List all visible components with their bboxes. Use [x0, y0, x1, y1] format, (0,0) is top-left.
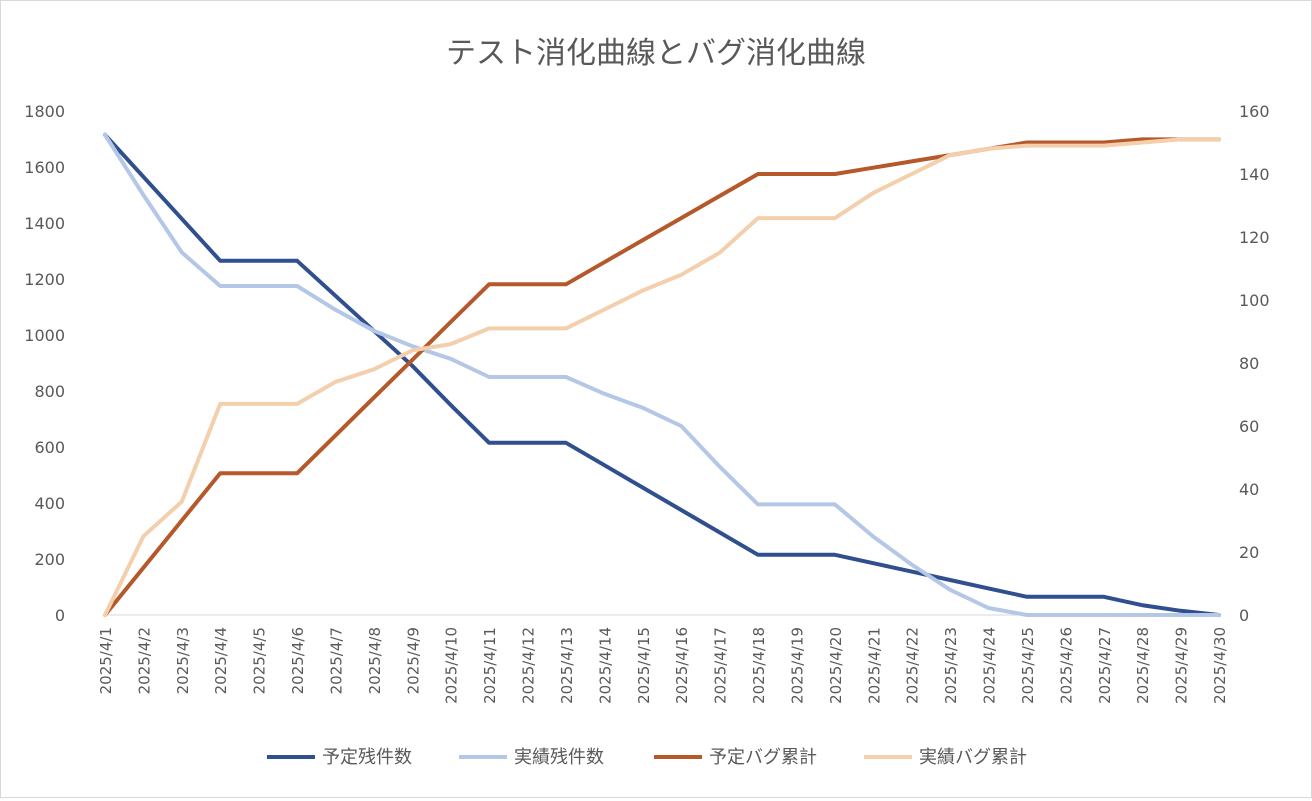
y-left-tick-label: 400 [34, 494, 65, 513]
y-right-tick-label: 140 [1239, 165, 1270, 184]
legend-item: 予定バグ累計 [654, 747, 817, 768]
y-right-tick-label: 20 [1239, 543, 1259, 562]
x-tick-label: 2025/4/26 [1057, 627, 1075, 704]
y-left-tick-label: 1200 [24, 270, 65, 289]
x-tick-label: 2025/4/28 [1134, 627, 1152, 704]
legend-label: 予定残件数 [322, 747, 412, 768]
x-tick-label: 2025/4/19 [788, 627, 806, 704]
chart-title: テスト消化曲線とバグ消化曲線 [446, 36, 866, 71]
y-right-tick-label: 160 [1239, 102, 1270, 121]
x-tick-label: 2025/4/16 [673, 627, 691, 704]
y-left-tick-label: 1600 [24, 158, 65, 177]
legend-label: 予定バグ累計 [709, 747, 817, 768]
x-tick-label: 2025/4/7 [327, 627, 345, 694]
y-axis-right: 0 20 40 60 80 100 120 140 160 [1239, 102, 1270, 625]
legend-item: 予定残件数 [267, 747, 412, 768]
legend-label: 実績残件数 [514, 747, 604, 768]
x-tick-label: 2025/4/20 [827, 627, 845, 704]
x-tick-label: 2025/4/5 [251, 627, 269, 694]
x-axis: 2025/4/1 2025/4/2 2025/4/3 2025/4/4 2025/4/5… [97, 627, 1229, 704]
series-line-2 [103, 132, 1221, 617]
x-tick-label: 2025/4/18 [750, 627, 768, 704]
y-left-tick-label: 200 [34, 550, 65, 569]
legend-item: 実績バグ累計 [864, 747, 1027, 768]
y-right-tick-label: 80 [1239, 354, 1259, 373]
y-left-tick-label: 1800 [24, 102, 65, 121]
series-line-1 [103, 132, 1221, 617]
x-tick-label: 2025/4/13 [558, 627, 576, 704]
x-tick-label: 2025/4/4 [212, 627, 230, 694]
y-right-tick-label: 0 [1239, 606, 1249, 625]
legend-item: 実績残件数 [459, 747, 604, 768]
y-right-tick-label: 120 [1239, 228, 1270, 247]
x-tick-label: 2025/4/1 [97, 627, 115, 694]
series-layer [103, 132, 1221, 617]
y-left-tick-label: 1000 [24, 326, 65, 345]
y-right-tick-label: 100 [1239, 291, 1270, 310]
x-tick-label: 2025/4/15 [635, 627, 653, 704]
x-tick-label: 2025/4/6 [289, 627, 307, 694]
x-tick-label: 2025/4/22 [904, 627, 922, 704]
series-line-4 [103, 137, 1221, 617]
x-tick-label: 2025/4/27 [1096, 627, 1114, 704]
legend: 予定残件数 実績残件数 予定バグ累計 実績バグ累計 [267, 747, 1027, 768]
x-tick-label: 2025/4/14 [596, 627, 614, 704]
x-tick-label: 2025/4/8 [366, 627, 384, 694]
x-tick-label: 2025/4/2 [135, 627, 153, 694]
series-line-3 [103, 137, 1221, 617]
x-tick-label: 2025/4/11 [481, 627, 499, 704]
x-tick-label: 2025/4/17 [712, 627, 730, 704]
x-tick-label: 2025/4/24 [981, 627, 999, 704]
x-tick-label: 2025/4/30 [1211, 627, 1229, 704]
x-tick-label: 2025/4/9 [404, 627, 422, 694]
y-axis-left: 0 200 400 600 800 1000 1200 1400 1600 1800 [24, 102, 65, 625]
y-right-tick-label: 60 [1239, 417, 1259, 436]
x-tick-label: 2025/4/25 [1019, 627, 1037, 704]
y-right-tick-label: 40 [1239, 480, 1259, 499]
y-left-tick-label: 800 [34, 382, 65, 401]
y-left-tick-label: 0 [55, 606, 65, 625]
x-tick-label: 2025/4/10 [443, 627, 461, 704]
x-tick-label: 2025/4/3 [174, 627, 192, 694]
x-tick-label: 2025/4/21 [865, 627, 883, 704]
y-left-tick-label: 600 [34, 438, 65, 457]
legend-label: 実績バグ累計 [919, 747, 1027, 768]
x-tick-label: 2025/4/12 [520, 627, 538, 704]
x-tick-label: 2025/4/29 [1173, 627, 1191, 704]
y-left-tick-label: 1400 [24, 214, 65, 233]
x-tick-label: 2025/4/23 [942, 627, 960, 704]
